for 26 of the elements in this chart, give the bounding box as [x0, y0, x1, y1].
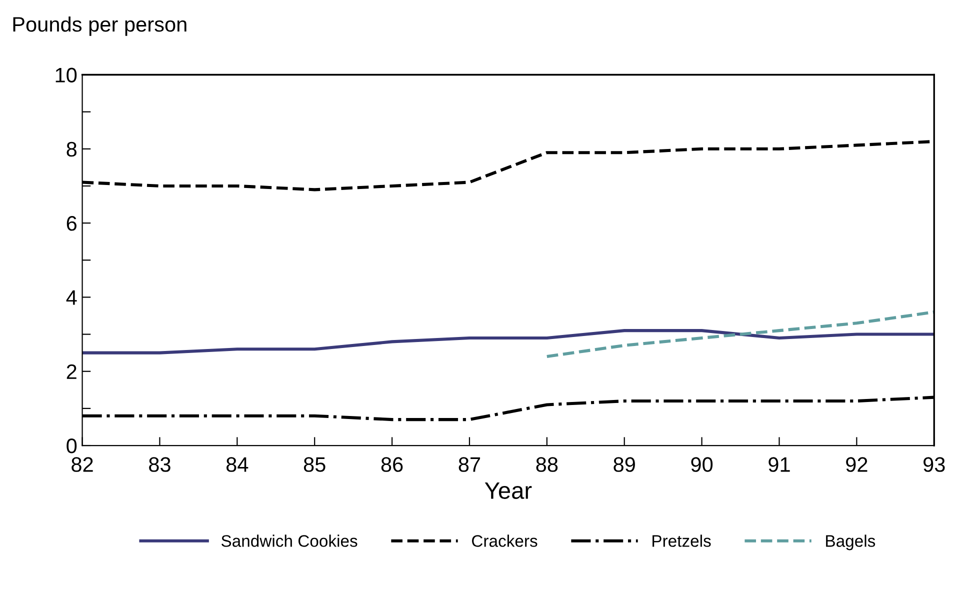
y-axis-title: Pounds per person	[13, 16, 186, 36]
x-tick-label: 84	[226, 457, 248, 472]
x-tick-label: 88	[536, 457, 558, 472]
y-tick-label: 6	[66, 216, 77, 231]
line-series	[545, 310, 934, 358]
y-tick-label: 10	[56, 68, 77, 83]
y-tick-label: 2	[66, 364, 76, 379]
x-tick-label: 90	[691, 457, 713, 472]
legend-label: Pretzels	[652, 534, 711, 547]
legend-label: Crackers	[472, 534, 538, 547]
x-tick-label: 86	[381, 457, 403, 472]
y-tick-label: 8	[66, 142, 77, 157]
x-tick-label: 93	[924, 457, 945, 472]
x-tick-label: 83	[149, 457, 170, 472]
x-tick-label: 82	[72, 457, 93, 472]
x-tick-label: 85	[304, 457, 326, 472]
x-tick-label: 89	[614, 457, 635, 472]
x-tick-label: 91	[768, 457, 790, 472]
legend-label: Bagels	[826, 534, 876, 550]
x-tick-label: 92	[846, 457, 868, 472]
x-axis-title: Year	[484, 482, 532, 499]
x-tick-label: 87	[458, 457, 480, 472]
y-tick-label: 4	[66, 290, 77, 305]
line-series	[82, 329, 934, 354]
legend-label: Sandwich Cookies	[221, 534, 358, 547]
y-tick-label: 0	[66, 438, 77, 454]
